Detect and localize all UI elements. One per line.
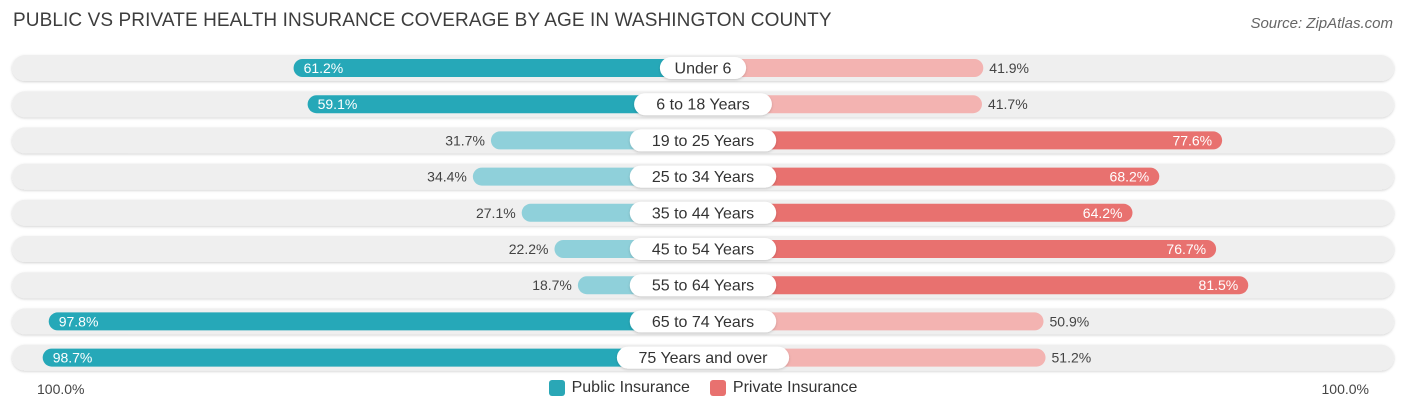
- category-pill-65-to-74-years: [629, 310, 777, 333]
- legend-label-private: Private Insurance: [732, 379, 858, 396]
- bar-private-6-to-18-years: [703, 95, 982, 114]
- category-pill-75-years-and-over: [616, 346, 790, 369]
- value-label-public-55-to-64-years: 18.7%: [532, 277, 572, 293]
- value-label-public-65-to-74-years: 97.8%: [59, 313, 99, 329]
- category-pill-19-to-25-years: [629, 129, 777, 152]
- value-label-public-35-to-44-years: 27.1%: [476, 205, 516, 221]
- value-label-public-19-to-25-years: 31.7%: [445, 132, 485, 148]
- value-label-private-35-to-44-years: 64.2%: [1083, 205, 1123, 221]
- category-label-under-6: Under 6: [675, 61, 732, 78]
- value-label-private-under-6: 41.9%: [989, 60, 1029, 76]
- bar-private-55-to-64-years: [703, 276, 1249, 295]
- bar-public-65-to-74-years: [48, 312, 703, 331]
- category-pill-45-to-54-years: [629, 238, 777, 260]
- category-label-75-years-and-over: 75 Years and over: [639, 350, 769, 367]
- legend-label-public: Public Insurance: [571, 379, 690, 396]
- value-label-private-55-to-64-years: 81.5%: [1199, 277, 1239, 293]
- value-label-public-75-years-and-over: 98.7%: [53, 350, 93, 366]
- legend: Public Insurance Private Insurance: [0, 379, 1406, 397]
- chart-title: PUBLIC VS PRIVATE HEALTH INSURANCE COVER…: [13, 10, 832, 31]
- value-label-public-6-to-18-years: 59.1%: [318, 96, 358, 112]
- value-label-public-under-6: 61.2%: [304, 60, 344, 76]
- category-label-45-to-54-years: 45 to 54 Years: [652, 242, 754, 259]
- value-label-public-25-to-34-years: 34.4%: [427, 169, 467, 185]
- bar-public-75-years-and-over: [42, 348, 703, 367]
- category-pill-35-to-44-years: [629, 201, 777, 224]
- bar-private-25-to-34-years: [703, 167, 1160, 186]
- legend-item-private: Private Insurance: [709, 379, 858, 397]
- value-label-private-6-to-18-years: 41.7%: [988, 96, 1028, 112]
- axis-right-label: 100.0%: [1321, 381, 1369, 397]
- category-label-35-to-44-years: 35 to 44 Years: [652, 205, 754, 222]
- legend-swatch-public: [548, 380, 565, 396]
- value-label-private-75-years-and-over: 51.2%: [1052, 350, 1092, 366]
- legend-item-public: Public Insurance: [548, 379, 690, 397]
- category-pill-6-to-18-years: [634, 93, 772, 116]
- bar-private-45-to-54-years: [703, 240, 1217, 258]
- bar-public-under-6: [293, 59, 703, 77]
- value-label-private-45-to-54-years: 76.7%: [1166, 241, 1206, 257]
- bar-public-6-to-18-years: [307, 95, 703, 114]
- source-note: Source: ZipAtlas.com: [1250, 15, 1393, 32]
- category-label-6-to-18-years: 6 to 18 Years: [656, 97, 749, 114]
- category-pill-under-6: [659, 57, 747, 79]
- category-label-65-to-74-years: 65 to 74 Years: [652, 314, 754, 331]
- category-label-19-to-25-years: 19 to 25 Years: [652, 133, 754, 150]
- bar-private-35-to-44-years: [703, 203, 1133, 222]
- value-label-private-19-to-25-years: 77.6%: [1172, 132, 1212, 148]
- value-label-private-65-to-74-years: 50.9%: [1050, 313, 1090, 329]
- value-label-private-25-to-34-years: 68.2%: [1110, 169, 1150, 185]
- bar-private-75-years-and-over: [703, 348, 1046, 367]
- legend-swatch-private: [709, 380, 726, 396]
- bar-private-65-to-74-years: [703, 312, 1044, 331]
- category-pill-55-to-64-years: [629, 274, 777, 297]
- bar-private-19-to-25-years: [703, 131, 1223, 150]
- category-label-55-to-64-years: 55 to 64 Years: [652, 278, 754, 295]
- category-pill-25-to-34-years: [629, 165, 777, 188]
- bar-private-under-6: [703, 59, 984, 77]
- value-label-public-45-to-54-years: 22.2%: [509, 241, 549, 257]
- category-label-25-to-34-years: 25 to 34 Years: [652, 169, 754, 186]
- axis-left-label: 100.0%: [37, 381, 85, 397]
